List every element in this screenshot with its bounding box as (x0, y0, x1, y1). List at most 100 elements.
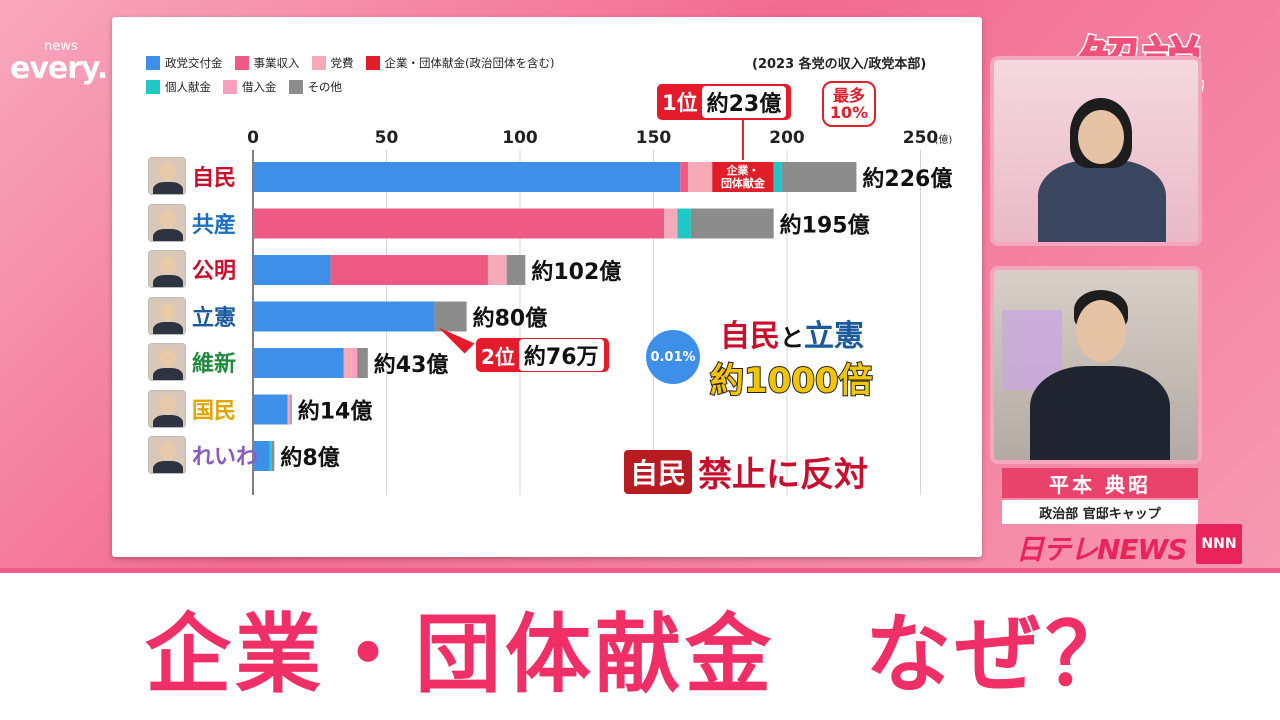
legend-swatch (288, 80, 303, 94)
bar-total-label: 約102億 (531, 259, 621, 285)
legend-swatch (146, 56, 160, 70)
bar-total-label: 約8億 (280, 445, 339, 471)
first-place-callout: 1位 約23億 (657, 84, 792, 120)
bar-total-label: 約80億 (473, 306, 548, 332)
bar-segment (271, 441, 275, 471)
inbar-segment-label: 企業・ (725, 163, 759, 177)
legend-item: 個人献金 (146, 79, 211, 95)
party-name: れいわ (192, 445, 259, 470)
second-place-callout: 2位 約76万 (476, 338, 609, 372)
party-row-label: 立憲 (148, 296, 237, 335)
party-row-label: 維新 (148, 343, 236, 381)
party-name: 立憲 (192, 305, 237, 331)
party-name: 自民 (192, 166, 237, 191)
party-row-label: 自民 (148, 157, 236, 195)
legend-item: 党費 (311, 55, 354, 71)
source-note: (2023 各党の収入/政党本部) (752, 57, 927, 72)
bar-segment (253, 255, 331, 285)
legend-swatch (146, 80, 160, 94)
legend-item: 政党交付金 (146, 55, 223, 71)
bar-segment (289, 394, 291, 425)
reporter-body (1030, 366, 1170, 460)
legend-item: 借入金 (223, 79, 277, 95)
bar-segment (506, 255, 526, 285)
oppose-party-tag: 自民 (624, 449, 693, 494)
oppose-box: 自民 禁止に反対 (624, 447, 868, 496)
party-row-label: 公明 (148, 250, 236, 288)
party-name: 国民 (192, 398, 237, 424)
anchor-face (1078, 110, 1124, 164)
logo-small-text: news (44, 39, 78, 54)
legend-item: 企業・団体献金(政治団体を含む) (365, 55, 554, 71)
party-leader-avatar (148, 436, 186, 474)
bar-segment (253, 162, 681, 192)
bar-segment (712, 162, 774, 192)
bar-segment (253, 348, 344, 378)
bar-segment (781, 162, 857, 192)
second-rank: 2位 (481, 344, 515, 369)
bar-total-label: 約226億 (862, 166, 952, 192)
news-every-logo: news every. (10, 39, 108, 86)
bar-segment (434, 301, 467, 332)
bar-segment (773, 162, 782, 192)
x-tick-label: 50 (375, 128, 399, 148)
bar-segment (343, 348, 352, 378)
bar-segment (287, 394, 290, 425)
party-leader-avatar (148, 157, 186, 195)
legend-item: その他 (288, 79, 342, 95)
x-tick-label: 200 (769, 128, 805, 148)
chart-panel: 政党交付金 事業収入 党費 企業・団体献金(政治団体を含む) 個人献金 借入金 … (112, 17, 982, 557)
x-tick-label: 150 (636, 128, 672, 148)
chart-legend: 政党交付金 事業収入 党費 企業・団体献金(政治団体を含む) 個人献金 借入金 … (146, 51, 566, 99)
party-leader-avatar (148, 343, 186, 381)
ntv-news-logo: 日テレNEWS (1016, 533, 1188, 566)
inbar-segment-label: 団体献金 (721, 176, 766, 190)
presenter-role: 政治部 官邸キャップ (1002, 500, 1198, 524)
anchor-video-frame (990, 56, 1202, 246)
reporter-video-frame (990, 266, 1202, 464)
x-tick-label: 250 (903, 128, 939, 148)
bar-total-label: 約43億 (374, 352, 449, 378)
bar-segment (330, 255, 488, 285)
legend-item: 事業収入 (234, 55, 300, 71)
bar-segment (253, 301, 435, 332)
legend-swatch (365, 56, 380, 70)
party-name: 公明 (192, 259, 237, 284)
bar-segment (680, 162, 689, 192)
x-tick-label: 100 (502, 128, 538, 148)
bar-segment (253, 394, 288, 425)
party-row-label: 共産 (148, 203, 237, 242)
legend-swatch (223, 80, 237, 94)
second-amount: 約76万 (518, 339, 604, 371)
ratio-line-1: 自民と立憲 (720, 319, 864, 354)
bar-segment (290, 394, 292, 425)
bar-segment (487, 255, 507, 285)
oppose-text: 禁止に反対 (698, 455, 869, 495)
party-leader-avatar (148, 250, 186, 288)
party-leader-avatar (148, 296, 186, 335)
stacked-bar-chart: 0 50 100 150 200 250(億) 約226億約195億約102億約80億約43… (247, 120, 953, 495)
reporter-face (1076, 300, 1126, 362)
nnn-badge: NNN (1196, 524, 1242, 564)
second-callout-pointer (438, 327, 475, 354)
party-row-label: れいわ (148, 436, 258, 474)
x-unit-label: (億) (935, 133, 953, 146)
party-name: 共産 (192, 212, 237, 238)
second-share-badge: 0.01% (646, 330, 700, 384)
bar-segment (351, 348, 358, 378)
presenter-name: 平本 典昭 (1002, 468, 1198, 498)
bar-total-label: 約195億 (780, 213, 870, 239)
first-amount: 約23億 (701, 86, 787, 118)
legend-swatch (311, 56, 326, 70)
bar-segment (688, 162, 713, 192)
party-leader-avatar (148, 389, 186, 428)
logo-big-text: every. (10, 51, 108, 86)
party-name: 維新 (192, 352, 237, 377)
first-share-badge: 最多 10% (822, 81, 876, 127)
bar-segment (253, 441, 270, 471)
bar-segment (357, 348, 368, 378)
headline-caption: 企業・団体献金 なぜ？ (0, 568, 1280, 720)
bar-segment (253, 208, 665, 239)
bar-segment (677, 208, 691, 239)
ratio-line-2: 約1000倍 (709, 360, 874, 402)
